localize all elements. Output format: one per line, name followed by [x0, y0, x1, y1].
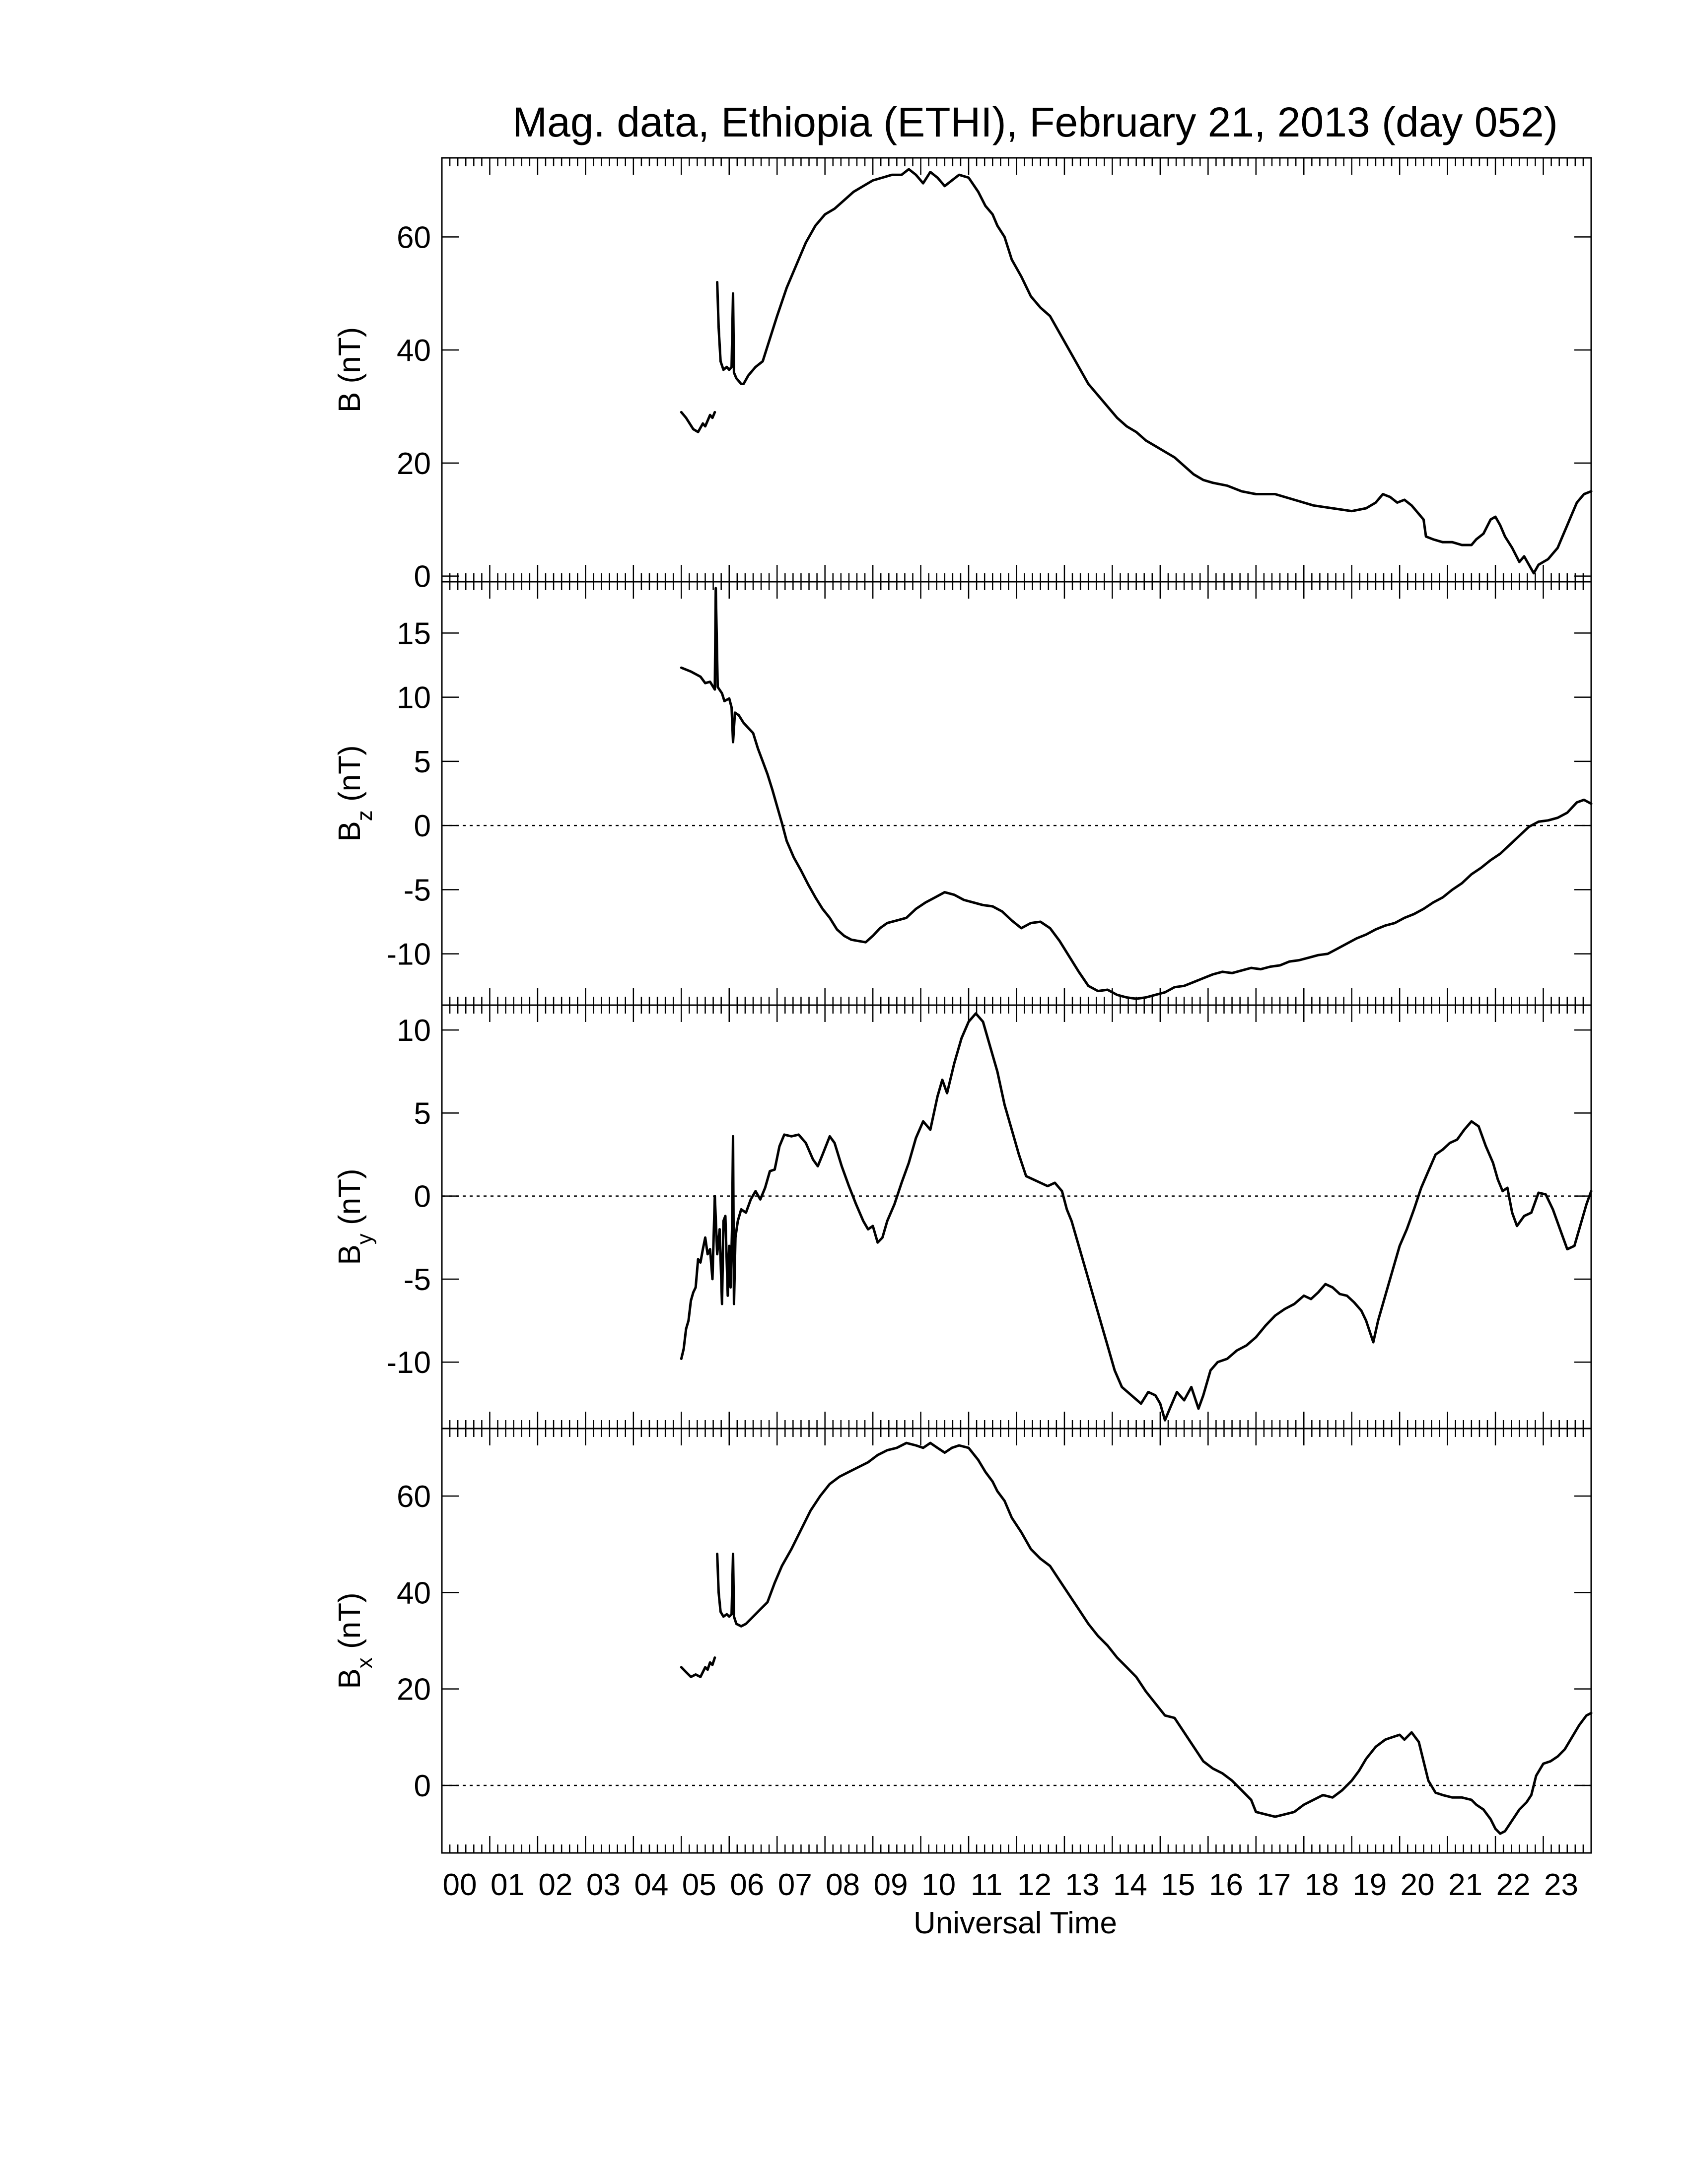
x-tick-label: 12 — [1017, 1868, 1052, 1902]
x-tick-label: 07 — [778, 1868, 812, 1902]
x-tick-label: 15 — [1161, 1868, 1195, 1902]
y-tick-label: -10 — [386, 938, 431, 972]
series-line-Bx — [680, 1656, 716, 1678]
panel-frame — [441, 1004, 1592, 1430]
x-tick-label: 09 — [874, 1868, 908, 1902]
series-line-Bx — [716, 1441, 1593, 1835]
y-tick-label: 20 — [397, 1673, 431, 1707]
series-line-B — [680, 410, 716, 433]
y-tick-label: 40 — [397, 1576, 431, 1610]
x-tick-label: 20 — [1401, 1868, 1435, 1902]
y-tick-label: -5 — [404, 873, 431, 907]
x-tick-label: 13 — [1065, 1868, 1099, 1902]
x-tick-label: 17 — [1257, 1868, 1291, 1902]
x-tick-label: 16 — [1209, 1868, 1243, 1902]
y-tick-label: 0 — [414, 1769, 431, 1803]
y-tick-label: 5 — [414, 745, 431, 779]
x-tick-label: 02 — [538, 1868, 572, 1902]
y-tick-label: 40 — [397, 334, 431, 368]
x-axis-label: Universal Time — [914, 1906, 1117, 1940]
y-tick-label: 0 — [414, 1180, 431, 1214]
x-tick-label: 19 — [1352, 1868, 1387, 1902]
series-line-By — [680, 1012, 1593, 1422]
y-tick-label: 20 — [397, 447, 431, 481]
y-axis-label-B: B (nT) — [333, 327, 367, 412]
panel-frame — [441, 157, 1592, 583]
x-tick-label: 01 — [491, 1868, 525, 1902]
x-tick-label: 08 — [826, 1868, 860, 1902]
x-tick-label: 03 — [586, 1868, 621, 1902]
y-axis-label-Bz: Bz (nT) — [333, 745, 377, 841]
x-tick-label: 11 — [971, 1868, 1002, 1902]
series-line-Bz — [680, 587, 1593, 1000]
x-axis-tick-labels: 00 01 02 03 04 05 06 07 08 09 10 11 12 13 14 15 16 17 18 19… — [443, 1868, 1579, 1902]
y-tick-label: -5 — [404, 1263, 431, 1297]
y-tick-label: 60 — [397, 1480, 431, 1514]
x-tick-label: 21 — [1448, 1868, 1482, 1902]
x-tick-label: 04 — [634, 1868, 668, 1902]
y-tick-label: 10 — [397, 1014, 431, 1048]
x-tick-label: 05 — [682, 1868, 716, 1902]
y-tick-label: 0 — [414, 809, 431, 843]
panel-frame — [441, 581, 1592, 1006]
x-tick-label: 14 — [1113, 1868, 1147, 1902]
x-tick-label: 10 — [921, 1868, 956, 1902]
x-tick-label: 00 — [443, 1868, 477, 1902]
panel-Bx: 0 20 40 60 Bx (nT) — [333, 1428, 1593, 1854]
series-line-B — [716, 168, 1593, 575]
x-tick-label: 23 — [1544, 1868, 1578, 1902]
x-tick-label: 06 — [730, 1868, 764, 1902]
y-axis-label-Bx: Bx (nT) — [333, 1592, 377, 1689]
y-axis-label-By: By (nT) — [333, 1168, 377, 1265]
y-tick-label: -10 — [386, 1346, 431, 1380]
x-tick-label: 18 — [1305, 1868, 1339, 1902]
y-tick-label: 60 — [397, 220, 431, 255]
x-tick-label: 22 — [1496, 1868, 1531, 1902]
chart-panels: 0 20 40 60 B (nT) -10 -5 0 5 10 15 Bz (nT) -10 -5 0 5 10… — [333, 157, 1593, 1854]
y-tick-label: 5 — [414, 1096, 431, 1131]
y-tick-label: 0 — [414, 560, 431, 594]
panel-Bz: -10 -5 0 5 10 15 Bz (nT) — [333, 581, 1593, 1006]
panel-frame — [441, 1428, 1592, 1854]
panel-By: -10 -5 0 5 10 By (nT) — [333, 1004, 1593, 1430]
panel-B: 0 20 40 60 B (nT) — [333, 157, 1593, 594]
chart-title: Mag. data, Ethiopia (ETHI), February 21,… — [512, 99, 1558, 145]
y-tick-label: 15 — [397, 616, 431, 651]
y-tick-label: 10 — [397, 681, 431, 715]
